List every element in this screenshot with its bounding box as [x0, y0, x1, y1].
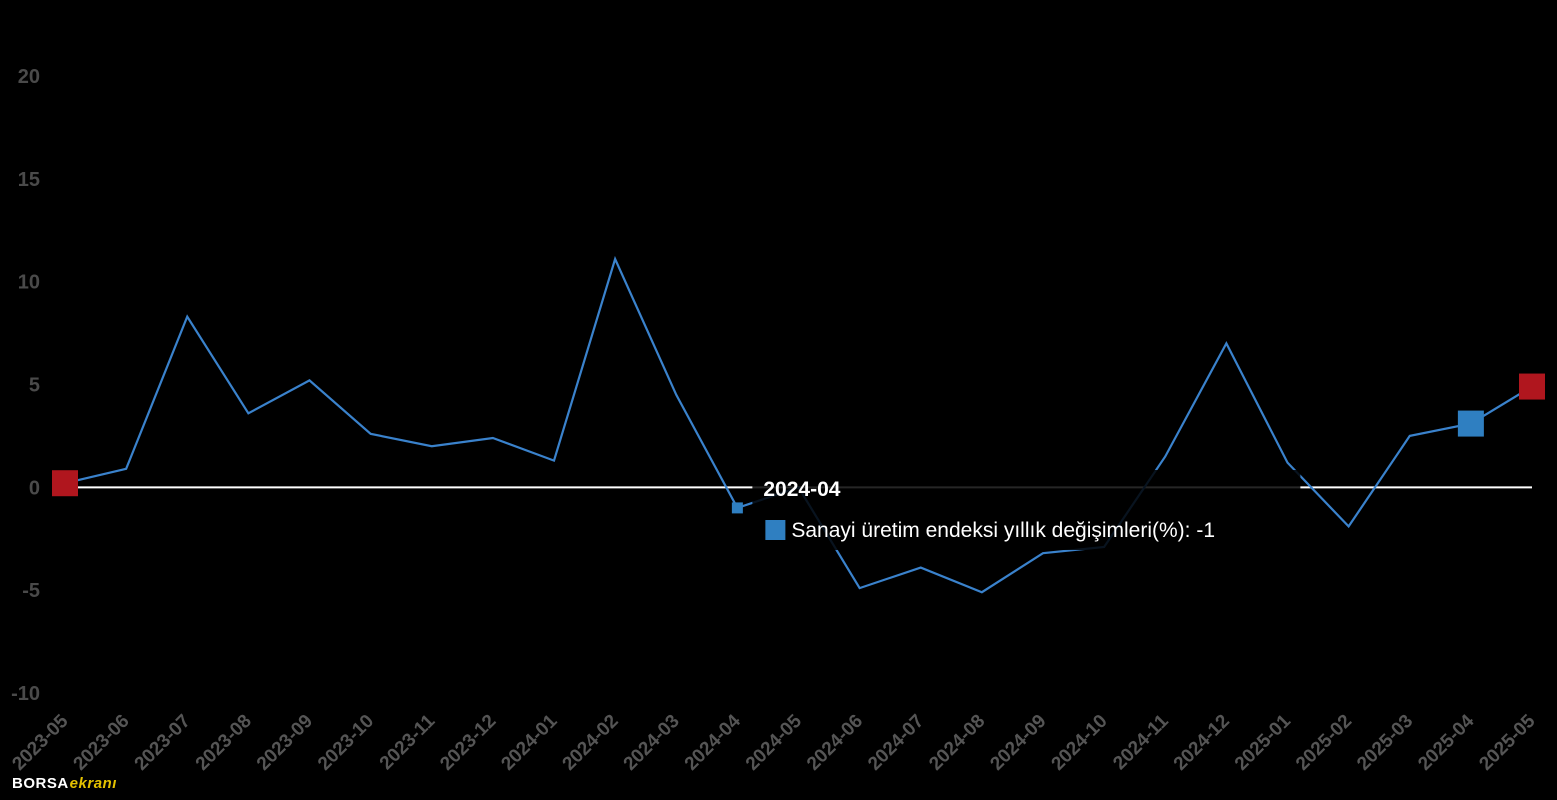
y-tick-label: 10: [18, 272, 40, 294]
x-tick-label: 2023-09: [253, 711, 317, 775]
x-tick-label: 2023-08: [192, 711, 256, 775]
x-tick-label: 2025-01: [1231, 710, 1295, 774]
x-tick-label: 2024-01: [497, 710, 561, 774]
data-point[interactable]: [1224, 341, 1228, 345]
tooltip-title: 2024-04: [763, 478, 840, 501]
y-axis-ticks: -10 -5 0 5 10 15 20: [11, 66, 40, 705]
y-tick-label: -10: [11, 683, 40, 705]
data-point[interactable]: [919, 566, 923, 570]
x-tick-label: 2024-08: [925, 711, 989, 775]
x-tick-label: 2024-12: [1170, 711, 1234, 775]
data-point[interactable]: [858, 586, 862, 590]
x-tick-label: 2023-05: [8, 710, 72, 774]
tooltip: 2024-04 Sanayi üretim endeksi yıllık değ…: [752, 470, 1300, 550]
brand-logo: BORSAekranı: [12, 775, 117, 792]
y-tick-label: -5: [22, 580, 40, 602]
y-tick-label: 5: [29, 375, 40, 397]
data-point[interactable]: [185, 315, 189, 319]
tooltip-series-swatch: [765, 520, 785, 540]
x-tick-label: 2025-05: [1475, 710, 1539, 774]
hover-point-marker[interactable]: [732, 502, 743, 513]
data-point[interactable]: [1041, 551, 1045, 555]
x-tick-label: 2023-11: [376, 710, 440, 774]
data-point[interactable]: [1347, 524, 1351, 528]
x-tick-label: 2023-12: [436, 711, 500, 775]
data-point[interactable]: [552, 459, 556, 463]
data-point[interactable]: [1286, 461, 1290, 465]
x-tick-label: 2025-02: [1292, 711, 1356, 775]
data-point[interactable]: [369, 432, 373, 436]
x-tick-label: 2024-02: [559, 711, 623, 775]
x-tick-label: 2023-10: [314, 711, 378, 775]
end-point-marker[interactable]: [1519, 374, 1545, 400]
x-tick-label: 2024-10: [1048, 711, 1112, 775]
selected-point-marker[interactable]: [1458, 411, 1484, 437]
x-tick-label: 2024-11: [1109, 710, 1173, 774]
x-tick-label: 2024-03: [620, 711, 684, 775]
logo-part-borsa: BORSA: [12, 775, 69, 792]
data-point[interactable]: [980, 590, 984, 594]
data-point[interactable]: [430, 444, 434, 448]
x-tick-label: 2023-06: [70, 711, 134, 775]
start-point-marker[interactable]: [52, 470, 78, 496]
data-point[interactable]: [491, 436, 495, 440]
tooltip-text: Sanayi üretim endeksi yıllık değişimleri…: [791, 519, 1215, 542]
data-point[interactable]: [1408, 434, 1412, 438]
x-tick-label: 2024-09: [986, 711, 1050, 775]
logo-part-ekrani: ekranı: [70, 775, 117, 792]
x-tick-label: 2024-04: [681, 710, 745, 774]
x-tick-label: 2024-06: [803, 711, 867, 775]
x-axis-ticks: 2023-052023-062023-072023-082023-092023-…: [8, 710, 1539, 774]
x-tick-label: 2023-07: [131, 711, 195, 775]
x-tick-label: 2024-07: [864, 711, 928, 775]
data-point[interactable]: [124, 467, 128, 471]
x-tick-label: 2024-05: [742, 710, 806, 774]
data-point[interactable]: [308, 378, 312, 382]
x-tick-label: 2025-04: [1414, 710, 1478, 774]
data-point[interactable]: [246, 411, 250, 415]
y-tick-label: 0: [29, 477, 40, 499]
x-tick-label: 2025-03: [1353, 711, 1417, 775]
y-tick-label: 20: [18, 66, 40, 88]
data-point[interactable]: [613, 257, 617, 261]
y-tick-label: 15: [18, 169, 40, 191]
data-point[interactable]: [1163, 454, 1167, 458]
data-point[interactable]: [674, 393, 678, 397]
